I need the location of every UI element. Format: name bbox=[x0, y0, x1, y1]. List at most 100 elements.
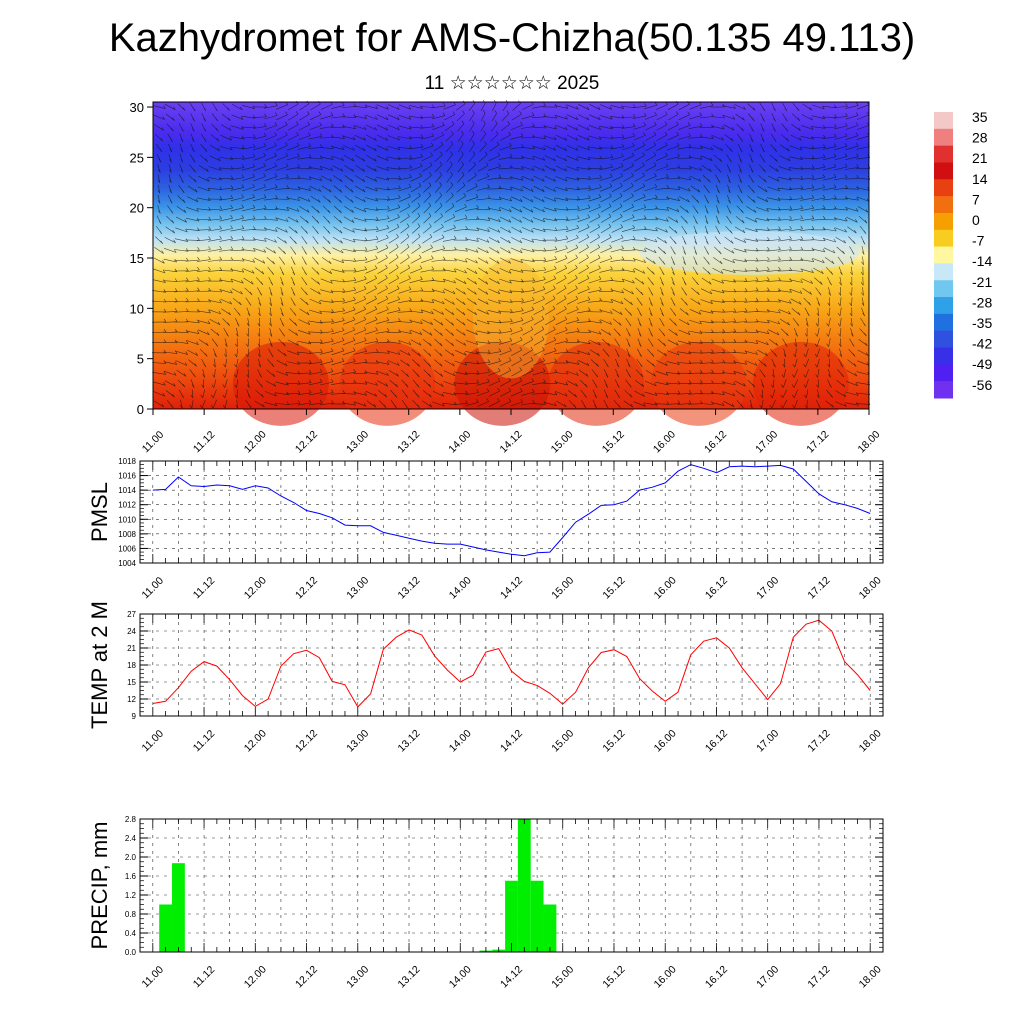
x-tick-label: 14.00 bbox=[446, 428, 473, 455]
x-tick-label: 18.00 bbox=[857, 727, 884, 754]
x-tick-label: 15.00 bbox=[549, 574, 576, 601]
colorbar-swatch bbox=[934, 347, 953, 365]
x-tick-label: 11.00 bbox=[140, 728, 167, 755]
x-tick-label: 17.00 bbox=[754, 963, 781, 990]
x-tick-label: 15.00 bbox=[549, 963, 576, 990]
colorbar-swatch bbox=[934, 196, 953, 214]
colorbar-swatch bbox=[934, 212, 953, 231]
x-tick-label: 16.12 bbox=[703, 963, 730, 990]
x-tick-label: 11.12 bbox=[191, 728, 218, 755]
x-tick-label: 17.00 bbox=[753, 428, 780, 455]
x-tick-label: 12.00 bbox=[242, 574, 269, 601]
y-tick-label: 15 bbox=[130, 251, 144, 266]
x-tick-label: 17.00 bbox=[754, 727, 781, 754]
y-tick-label: 12 bbox=[127, 695, 136, 704]
y-tick-label: 1006 bbox=[118, 544, 136, 553]
colorbar-label: -7 bbox=[972, 233, 985, 249]
precip-bar bbox=[543, 904, 557, 952]
data-line bbox=[152, 619, 871, 708]
precip-bar bbox=[505, 880, 518, 952]
y-tick-label: 27 bbox=[127, 610, 136, 619]
x-tick-label: 12.12 bbox=[293, 428, 320, 455]
x-tick-label: 16.00 bbox=[652, 727, 679, 754]
warm-cell bbox=[752, 341, 849, 426]
colorbar-label: 0 bbox=[972, 212, 980, 228]
x-tick-label: 17.12 bbox=[805, 574, 832, 601]
y-tick-label: 0.0 bbox=[125, 948, 137, 957]
x-tick-label: 16.00 bbox=[652, 963, 679, 990]
precip-bar bbox=[159, 904, 173, 952]
x-tick-label: 16.12 bbox=[703, 574, 730, 601]
x-tick-label: 11.12 bbox=[191, 429, 218, 456]
colorbar-swatch bbox=[934, 229, 953, 248]
x-tick-label: 16.12 bbox=[703, 727, 730, 754]
y-tick-label: 2.8 bbox=[125, 815, 137, 824]
x-tick-label: 15.12 bbox=[600, 428, 627, 455]
x-tick-label: 12.00 bbox=[242, 963, 269, 990]
colorbar-label: -56 bbox=[972, 377, 992, 393]
x-tick-label: 17.00 bbox=[754, 574, 781, 601]
colorbar-swatch bbox=[934, 381, 953, 399]
x-tick-label: 12.00 bbox=[242, 727, 269, 754]
colorbar-swatch bbox=[934, 112, 953, 130]
x-tick-label: 16.00 bbox=[651, 428, 678, 455]
colorbar-swatch bbox=[934, 297, 953, 315]
x-tick-label: 11.00 bbox=[140, 575, 167, 602]
x-tick-label: 16.00 bbox=[652, 574, 679, 601]
colorbar-swatch bbox=[934, 263, 953, 281]
y-axis-title: PRECIP, mm bbox=[87, 822, 112, 950]
y-axis-title: PMSL bbox=[87, 482, 112, 542]
x-tick-label: 14.12 bbox=[498, 963, 525, 990]
colorbar-swatch bbox=[934, 128, 953, 147]
y-tick-label: 15 bbox=[127, 678, 136, 687]
x-tick-label: 16.12 bbox=[702, 428, 729, 455]
colorbar-swatch bbox=[934, 179, 953, 197]
y-tick-label: 0 bbox=[137, 402, 144, 417]
precip-bar bbox=[172, 863, 185, 952]
colorbar-swatch bbox=[934, 330, 953, 349]
colorbar-swatch bbox=[934, 280, 953, 298]
colorbar-label: -14 bbox=[972, 253, 992, 269]
y-tick-label: 1.6 bbox=[125, 872, 137, 881]
x-tick-label: 13.12 bbox=[395, 963, 422, 990]
x-tick-label: 18.00 bbox=[857, 574, 884, 601]
y-tick-label: 0.4 bbox=[125, 929, 137, 938]
colorbar-swatch bbox=[934, 246, 953, 264]
y-tick-label: 1012 bbox=[118, 501, 136, 510]
colorbar-label: -42 bbox=[972, 336, 992, 352]
cool-cell bbox=[639, 230, 860, 275]
colorbar-label: 21 bbox=[972, 150, 988, 166]
precip-bar bbox=[530, 880, 544, 952]
page-title: Kazhydromet for AMS-Chizha(50.135 49.113… bbox=[108, 16, 916, 60]
y-tick-label: 24 bbox=[127, 627, 136, 636]
colorbar-swatch bbox=[934, 162, 953, 180]
x-tick-label: 13.00 bbox=[344, 574, 371, 601]
precip-bar bbox=[517, 819, 531, 952]
x-tick-label: 17.12 bbox=[805, 727, 832, 754]
pmsl-panel: 1004 1006 1008 1010 1012 1014 1016 1018 11.00 11.… bbox=[87, 457, 884, 602]
x-tick-label: 11.12 bbox=[191, 964, 218, 991]
x-tick-label: 14.12 bbox=[498, 727, 525, 754]
x-tick-label: 12.12 bbox=[293, 574, 320, 601]
mixed-cell bbox=[473, 258, 549, 379]
colorbar-label: -35 bbox=[972, 315, 992, 331]
x-tick-label: 11.00 bbox=[140, 429, 167, 456]
x-tick-label: 13.12 bbox=[395, 428, 422, 455]
page-subtitle: 11 ☆☆☆☆☆☆ 2025 bbox=[424, 73, 600, 94]
x-tick-label: 15.00 bbox=[549, 727, 576, 754]
x-tick-label: 11.12 bbox=[191, 575, 218, 602]
x-tick-label: 11.00 bbox=[140, 964, 167, 991]
colorbar-label: -21 bbox=[972, 274, 992, 290]
y-tick-label: 10 bbox=[130, 301, 144, 316]
y-axis-title: TEMP at 2 M bbox=[87, 601, 112, 729]
y-tick-label: 1016 bbox=[118, 472, 136, 481]
x-tick-label: 13.00 bbox=[344, 963, 371, 990]
y-tick-label: 20 bbox=[130, 201, 144, 216]
colorbar-swatch bbox=[934, 145, 953, 163]
colorbar-label: -28 bbox=[972, 294, 992, 310]
x-tick-label: 18.00 bbox=[855, 428, 882, 455]
colorbar-swatch bbox=[934, 364, 953, 382]
y-tick-label: 1.2 bbox=[125, 891, 137, 900]
x-tick-label: 15.12 bbox=[600, 727, 627, 754]
colorbar-swatch bbox=[934, 313, 953, 332]
